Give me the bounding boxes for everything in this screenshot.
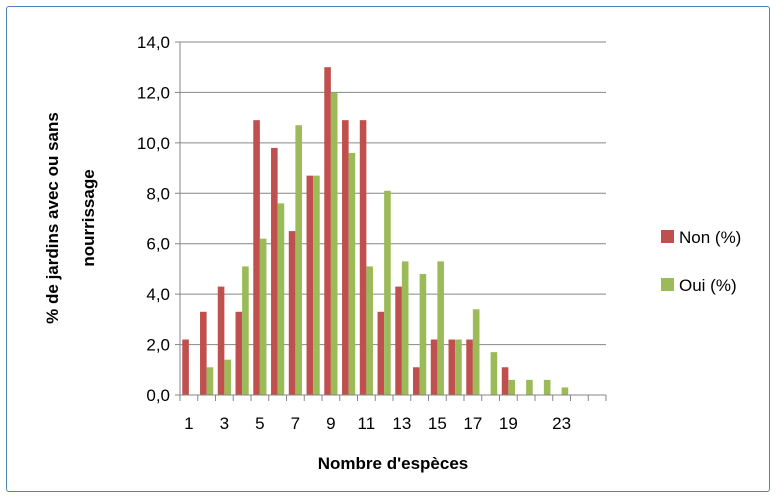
bar-oui-5 (259, 238, 267, 395)
bars (182, 67, 569, 396)
bar-oui-15 (437, 261, 444, 395)
legend-label-non: Non (%) (679, 228, 741, 247)
legend: Non (%) Oui (%) (661, 228, 741, 295)
bar-oui-7 (295, 125, 302, 395)
x-tick-labels: 1 3 5 7 9 11 13 15 17 19 23 (184, 414, 571, 433)
bar-oui-11 (366, 266, 373, 395)
gridlines (175, 41, 606, 396)
x-tick-label: 5 (255, 414, 264, 433)
y-tick-label: 10,0 (137, 134, 170, 153)
bar-non-5 (253, 120, 260, 396)
y-tick-label: 2,0 (146, 336, 170, 355)
bar-oui-14 (419, 273, 427, 395)
x-tick-label: 15 (428, 414, 447, 433)
x-axis-title: Nombre d'espèces (318, 454, 469, 473)
bar-non-10 (342, 120, 349, 396)
x-tick-label: 23 (552, 414, 571, 433)
y-tick-label: 14,0 (137, 33, 170, 52)
x-tick-label: 13 (392, 414, 411, 433)
bar-oui-16 (455, 339, 462, 395)
x-tick-label: 1 (184, 414, 193, 433)
bar-non-17 (466, 339, 473, 395)
y-axis-title: % de jardins avec ou sans nourrissage (43, 112, 98, 324)
x-tick-label: 19 (499, 414, 518, 433)
bar-non-6 (271, 147, 278, 395)
bar-oui-9 (330, 92, 338, 395)
bar-non-12 (377, 311, 385, 395)
bar-non-8 (306, 175, 314, 395)
bar-non-11 (359, 120, 367, 396)
bar-oui-13 (401, 261, 409, 395)
bar-oui-3 (224, 359, 231, 395)
bar-oui-12 (384, 190, 391, 395)
x-tick-label: 11 (358, 414, 376, 433)
bar-oui-6 (277, 203, 285, 395)
legend-swatch-non (661, 230, 674, 243)
bar-oui-22 (561, 387, 569, 395)
bar-non-3 (217, 286, 225, 395)
x-tick-label: 9 (326, 414, 335, 433)
bar-oui-19 (508, 379, 515, 395)
bar-non-14 (413, 367, 420, 395)
axes (179, 42, 607, 401)
bar-non-13 (395, 286, 402, 395)
x-tick-label: 3 (220, 414, 229, 433)
bar-oui-20 (526, 379, 533, 395)
bar-non-15 (430, 339, 438, 395)
y-tick-label: 0,0 (146, 386, 170, 405)
y-axis-title-line-2: nourrissage (79, 169, 98, 266)
y-axis-title-line-1: % de jardins avec ou sans (43, 112, 62, 324)
y-tick-labels: 0,0 2,0 4,0 6,0 8,0 10,0 12,0 14,0 (137, 33, 170, 405)
y-tick-label: 12,0 (137, 83, 170, 102)
bar-non-19 (501, 367, 509, 395)
bar-non-1 (182, 339, 189, 395)
y-tick-label: 4,0 (146, 285, 170, 304)
bar-oui-17 (472, 309, 480, 395)
bar-non-2 (200, 311, 207, 395)
bar-oui-18 (490, 352, 498, 395)
legend-swatch-oui (661, 278, 674, 291)
bar-oui-4 (242, 266, 249, 395)
bar-non-7 (288, 231, 296, 395)
bar-non-4 (235, 311, 243, 395)
y-tick-label: 8,0 (146, 184, 170, 203)
x-tick-label: 17 (463, 414, 482, 433)
y-tick-label: 6,0 (146, 235, 170, 254)
legend-label-oui: Oui (%) (679, 276, 737, 295)
bar-oui-10 (348, 152, 356, 395)
bar-oui-2 (206, 367, 214, 395)
bar-oui-21 (543, 379, 551, 395)
bar-oui-8 (313, 175, 320, 395)
x-tick-label: 7 (291, 414, 300, 433)
bar-non-9 (324, 67, 331, 395)
bar-non-16 (448, 339, 456, 395)
